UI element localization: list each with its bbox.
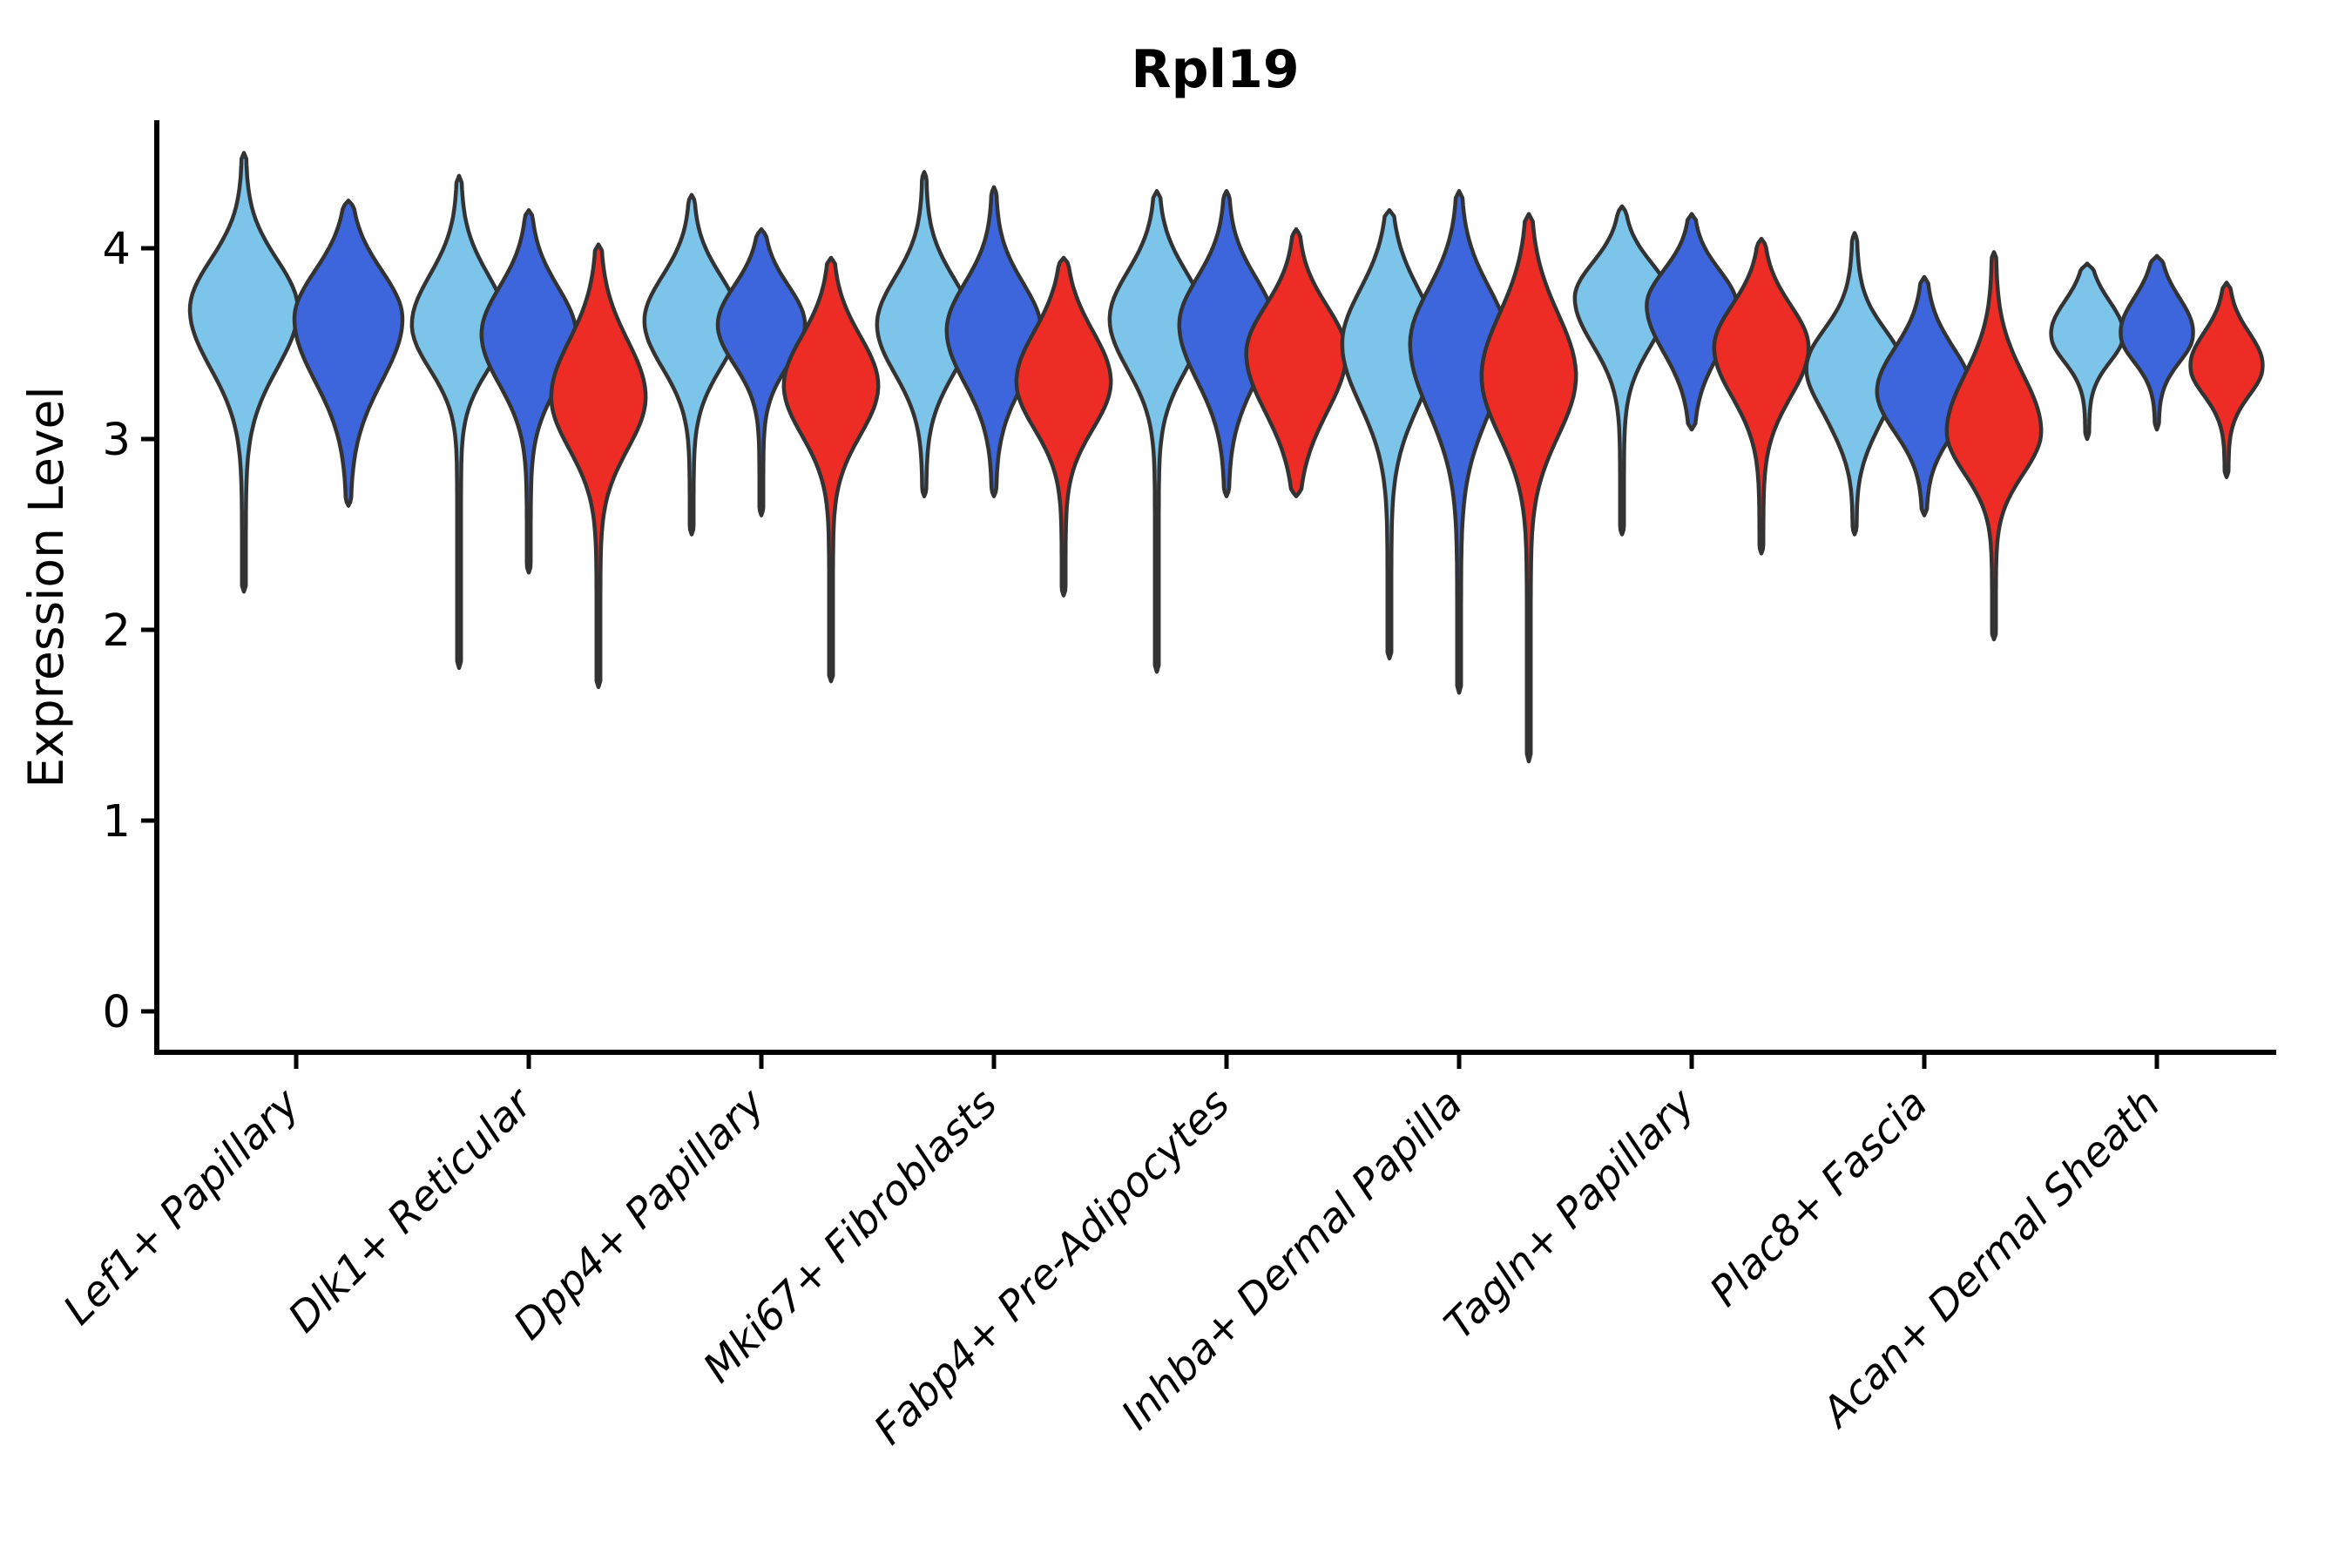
violin-8-light_blue	[1804, 231, 1905, 537]
violin-6-light_blue	[1340, 207, 1439, 661]
violin-6-dark_blue	[1408, 189, 1511, 695]
violin-1-dark_blue	[292, 199, 405, 508]
x-tick-label: Plac8+ Fascia	[1700, 1080, 1936, 1316]
y-tick-label: 2	[103, 605, 131, 657]
y-tick-label: 0	[103, 987, 131, 1038]
violin-5-light_blue	[1107, 189, 1206, 674]
violin-9-light_blue	[2049, 261, 2126, 442]
y-tick-label: 4	[103, 224, 131, 275]
x-tick-label: Dlk1+ Reticular	[280, 1078, 544, 1342]
violin-5-red	[1244, 226, 1348, 498]
y-tick-label: 3	[103, 415, 131, 466]
y-tick-label: 1	[103, 796, 131, 848]
x-tick-label: Dpp4+ Papillary	[504, 1079, 774, 1349]
chart-title: Rpl19	[1131, 39, 1299, 100]
violin-6-red	[1479, 212, 1578, 764]
violin-3-dark_blue	[715, 226, 808, 517]
violin-4-light_blue	[875, 170, 974, 498]
violin-2-red	[549, 242, 648, 689]
violin-8-red	[1944, 250, 2044, 642]
violin-3-red	[781, 255, 881, 684]
violin-4-red	[1014, 255, 1113, 598]
violin-5-dark_blue	[1177, 189, 1276, 498]
violin-3-light_blue	[642, 193, 741, 537]
x-tick-label: Lef1+ Papillary	[54, 1079, 309, 1335]
violin-8-dark_blue	[1875, 274, 1974, 517]
violin-9-red	[2188, 280, 2265, 480]
violins-layer	[187, 151, 2265, 764]
violin-7-red	[1712, 236, 1811, 556]
violin-1-light_blue	[187, 151, 301, 594]
x-tick-label: Tagln+ Papillary	[1436, 1079, 1706, 1349]
violin-4-dark_blue	[944, 185, 1044, 498]
violin-7-light_blue	[1572, 204, 1672, 537]
violin-7-dark_blue	[1645, 212, 1739, 432]
violin-2-light_blue	[409, 173, 509, 671]
y-axis-label: Expression Level	[18, 386, 74, 787]
violin-9-dark_blue	[2119, 253, 2195, 432]
